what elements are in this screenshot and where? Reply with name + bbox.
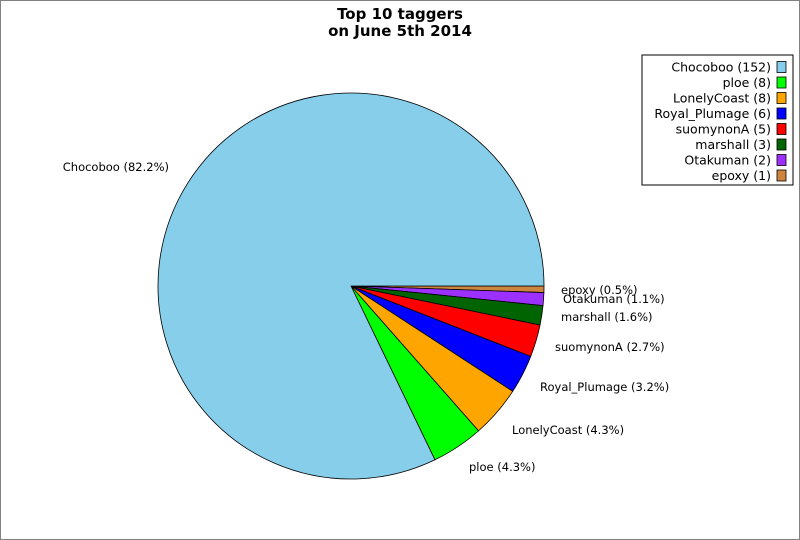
legend-swatch-otakuman bbox=[776, 154, 787, 166]
slice-label-chocoboo: Chocoboo (82.2%) bbox=[63, 160, 169, 174]
pie-slice-chocoboo bbox=[157, 92, 545, 480]
legend-swatch-royal-plumage bbox=[776, 107, 787, 120]
chart-title: Top 10 taggers bbox=[337, 5, 463, 23]
legend-swatch-marshall bbox=[776, 138, 787, 151]
chart-subtitle: on June 5th 2014 bbox=[328, 22, 472, 40]
legend-swatch-ploe bbox=[776, 76, 787, 89]
pie-slices bbox=[157, 92, 545, 480]
legend-label-lonelycoast: LonelyCoast (8) bbox=[673, 91, 771, 106]
legend-label-royal-plumage: Royal_Plumage (6) bbox=[654, 106, 771, 121]
legend-swatch-suomynona bbox=[776, 123, 787, 135]
legend-label-suomynona: suomynonA (5) bbox=[676, 122, 771, 137]
slice-label-marshall: marshall (1.6%) bbox=[561, 310, 653, 324]
legend-swatch-epoxy bbox=[776, 169, 787, 182]
slice-label-suomynona: suomynonA (2.7%) bbox=[555, 340, 665, 354]
slice-label-ploe: ploe (4.3%) bbox=[469, 460, 535, 474]
legend-label-chocoboo: Chocoboo (152) bbox=[671, 60, 771, 75]
slice-label-lonelycoast: LonelyCoast (4.3%) bbox=[512, 423, 624, 437]
legend-label-otakuman: Otakuman (2) bbox=[684, 153, 771, 168]
legend: Chocoboo (152)ploe (8)LonelyCoast (8)Roy… bbox=[641, 54, 794, 186]
legend-swatch-chocoboo bbox=[776, 61, 787, 73]
slice-labels: epoxy (0.5%)Otakuman (1.1%) marshall (1.6… bbox=[63, 160, 669, 474]
legend-label-epoxy: epoxy (1) bbox=[712, 168, 771, 183]
slice-label-otakuman: Otakuman (1.1%) bbox=[563, 292, 665, 306]
slice-label-epoxy: epoxy (0.5%) bbox=[561, 283, 638, 297]
legend-label-ploe: ploe (8) bbox=[723, 75, 771, 90]
legend-swatch-lonelycoast bbox=[776, 92, 787, 104]
slice-label-royal-plumage: Royal_Plumage (3.2%) bbox=[540, 380, 669, 394]
legend-box bbox=[641, 54, 794, 186]
legend-label-marshall: marshall (3) bbox=[695, 137, 771, 152]
